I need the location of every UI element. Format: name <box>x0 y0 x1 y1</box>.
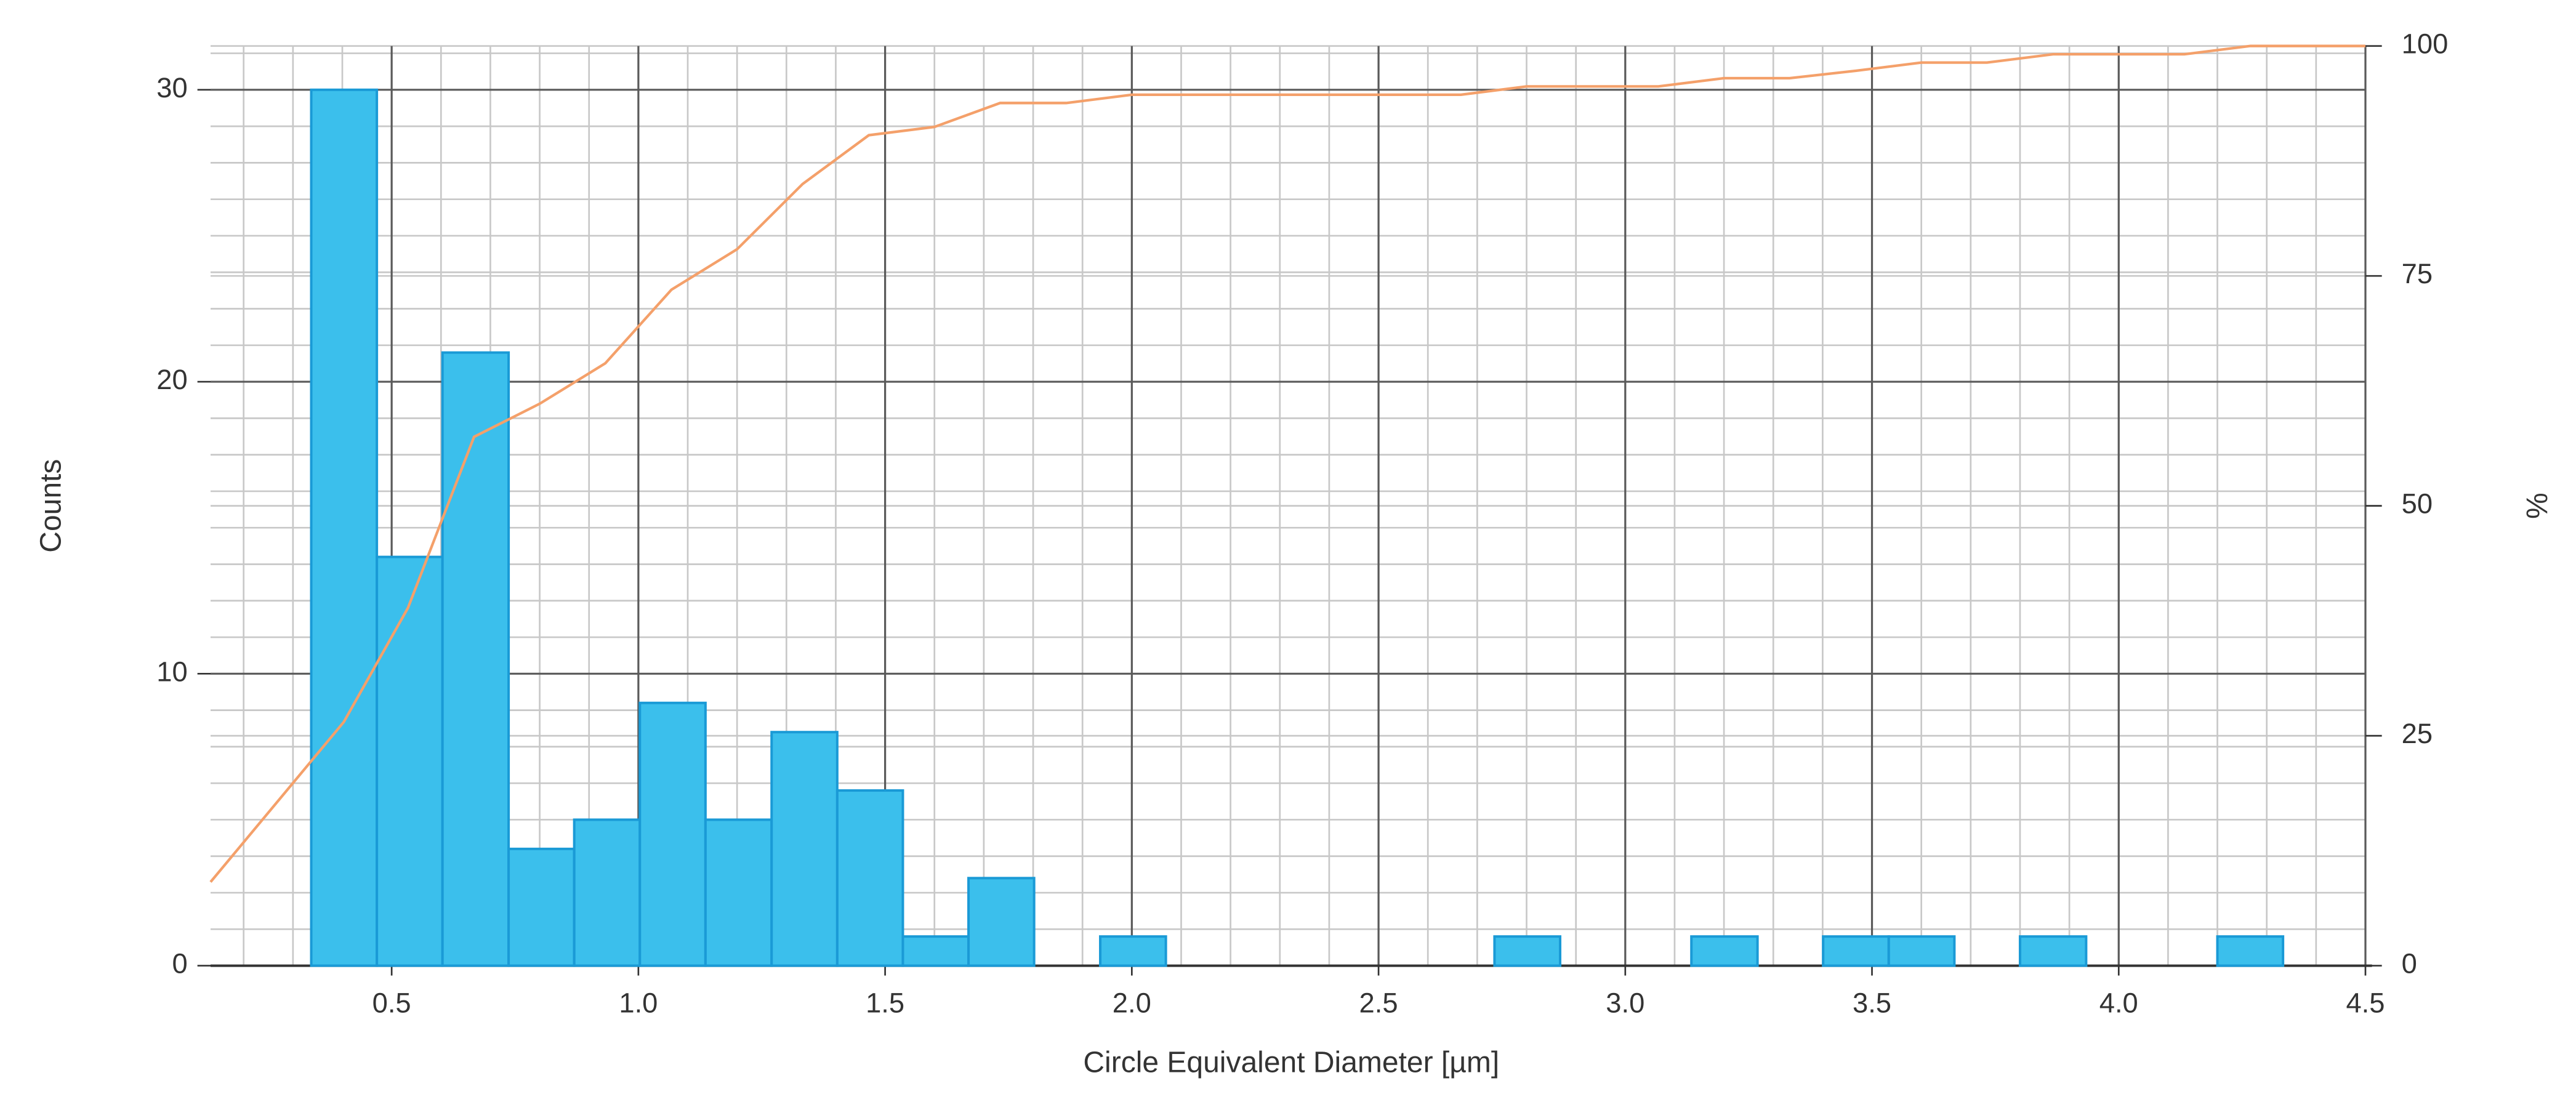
y2-tick-label: 50 <box>2402 488 2433 520</box>
x-tick-label: 3.5 <box>1853 987 1891 1019</box>
bar <box>967 877 1036 967</box>
bar <box>1690 935 1759 967</box>
x-tick-label: 1.0 <box>619 987 658 1019</box>
bar <box>441 351 510 967</box>
bar <box>1822 935 1890 967</box>
y-axis-title: Counts <box>35 459 68 553</box>
bar <box>638 701 707 967</box>
bar <box>1099 935 1167 967</box>
bar <box>901 935 970 967</box>
bar <box>770 731 839 967</box>
y2-tick-label: 100 <box>2402 28 2449 60</box>
x-tick-label: 0.5 <box>372 987 411 1019</box>
bar <box>835 789 904 967</box>
x-tick-label: 3.0 <box>1606 987 1644 1019</box>
x-tick-label: 2.0 <box>1113 987 1151 1019</box>
bar <box>1887 935 1956 967</box>
y-tick-label: 0 <box>172 948 187 979</box>
bar <box>1493 935 1562 967</box>
cumulative-line <box>209 44 2365 883</box>
y-tick-label: 30 <box>156 72 187 103</box>
y2-tick-label: 0 <box>2402 948 2417 979</box>
y2-tick-label: 25 <box>2402 718 2433 749</box>
y-tick-label: 20 <box>156 364 187 395</box>
x-axis-title: Circle Equivalent Diameter [µm] <box>1083 1046 1499 1079</box>
y2-tick-label: 75 <box>2402 258 2433 289</box>
y-tick-label: 10 <box>156 656 187 687</box>
x-tick-label: 2.5 <box>1359 987 1398 1019</box>
bar <box>573 818 642 967</box>
bar <box>376 555 444 967</box>
bar <box>310 88 379 967</box>
bar <box>704 818 773 967</box>
bar <box>2018 935 2088 967</box>
bar <box>2216 935 2285 967</box>
y2-axis-title: % <box>2520 493 2553 519</box>
x-tick-label: 1.5 <box>866 987 904 1019</box>
bar <box>507 847 576 967</box>
x-tick-label: 4.0 <box>2099 987 2138 1019</box>
x-tick-label: 4.5 <box>2346 987 2385 1019</box>
